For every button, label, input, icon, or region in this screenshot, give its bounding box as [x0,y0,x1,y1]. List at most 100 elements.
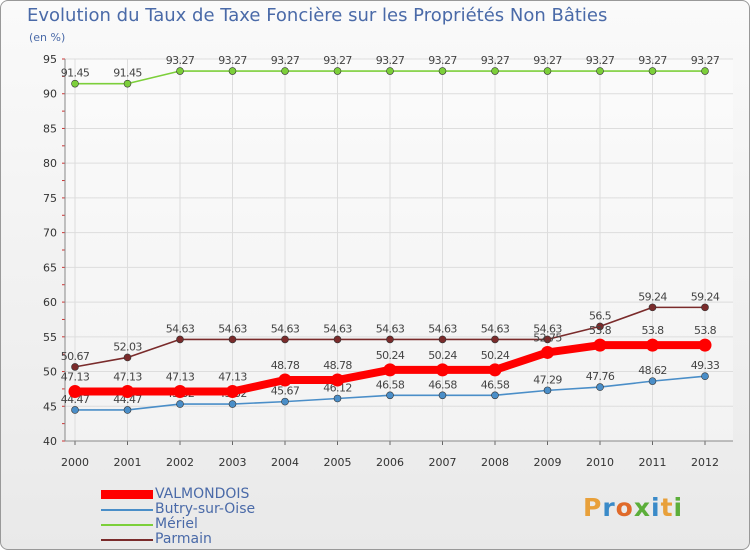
data-point-butry-sur-oise [491,391,499,400]
data-label-parmain: 52.03 [113,340,142,353]
data-label-meriel: 93.27 [376,54,405,67]
data-point-parmain [438,335,447,344]
data-point-valmondois [68,384,82,398]
data-label-parmain: 54.63 [323,322,352,335]
x-tick-label: 2001 [114,456,142,469]
x-tick-label: 2005 [324,456,352,469]
data-label-meriel: 93.27 [691,54,720,67]
proxiti-logo: Proxiti [583,493,683,522]
legend-swatch-butry [101,509,153,511]
data-point-parmain [123,353,132,362]
data-point-butry-sur-oise [701,372,709,380]
data-label-meriel: 93.27 [481,54,510,67]
logo-letter: i [651,493,661,522]
y-tick-label: 80 [43,157,57,170]
y-tick-label: 40 [43,435,57,448]
data-label-butry-sur-oise: 44.47 [113,393,142,406]
data-point-meriel [228,67,237,75]
y-tick-label: 60 [43,296,57,309]
data-point-valmondois [383,363,397,377]
y-tick-label: 85 [43,122,57,135]
data-point-meriel [596,67,604,75]
data-label-parmain: 50.67 [61,350,90,363]
y-tick-label: 45 [43,400,57,413]
data-point-butry-sur-oise [123,406,132,414]
data-label-parmain: 54.63 [166,322,195,335]
data-point-butry-sur-oise [228,400,237,408]
legend-swatch-meriel [101,524,153,526]
data-point-parmain [176,335,184,344]
data-point-valmondois [436,363,449,377]
logo-letter: i [673,493,684,522]
data-point-valmondois [593,338,607,352]
data-point-butry-sur-oise [176,400,184,408]
logo-letter: t [660,493,674,522]
data-label-meriel: 93.27 [323,54,352,67]
data-label-parmain: 56.5 [589,309,612,322]
data-point-parmain [596,322,604,331]
data-point-valmondois [331,373,344,387]
logo-letter: x [633,493,651,522]
data-point-meriel [333,67,342,75]
x-tick-label: 2010 [586,456,614,469]
data-point-meriel [543,67,552,75]
data-label-valmondois: 47.13 [113,370,142,383]
data-label-parmain: 54.63 [271,322,300,335]
x-tick-label: 2000 [61,456,89,469]
data-label-valmondois: 52.75 [533,331,562,344]
data-point-valmondois [646,338,659,352]
x-tick-label: 2004 [271,456,299,469]
y-tick-label: 65 [43,261,57,274]
logo-letter: o [615,493,634,522]
plot-area [65,59,733,441]
data-point-parmain [648,303,657,312]
x-tick-label: 2002 [166,456,194,469]
data-label-valmondois: 50.24 [428,349,457,362]
data-label-valmondois: 47.13 [61,370,90,383]
legend-item-valmondois: VALMONDOIS [101,487,311,502]
data-point-parmain [71,363,79,371]
data-label-meriel: 93.27 [533,54,562,67]
legend-item-meriel: Mériel [101,517,311,532]
data-point-butry-sur-oise [333,394,342,403]
data-label-valmondois: 48.78 [271,359,300,372]
data-label-butry-sur-oise: 44.47 [61,393,90,406]
data-label-butry-sur-oise: 47.29 [533,373,562,386]
data-label-meriel: 93.27 [586,54,615,67]
legend-swatch-valmondois [101,490,153,499]
x-tick-label: 2003 [219,456,247,469]
data-label-meriel: 93.27 [166,54,195,67]
data-point-butry-sur-oise [386,391,394,400]
data-label-valmondois: 50.24 [481,349,510,362]
legend-label-meriel: Mériel [155,516,198,532]
data-point-parmain [543,335,552,344]
data-point-parmain [281,335,289,344]
data-point-butry-sur-oise [71,406,79,414]
y-tick-label: 75 [43,192,57,205]
data-label-meriel: 93.27 [428,54,457,67]
data-label-valmondois: 53.8 [641,324,664,337]
data-label-meriel: 91.45 [113,67,142,80]
data-label-butry-sur-oise: 46.58 [481,378,510,391]
data-point-meriel [71,79,79,88]
data-label-parmain: 59.24 [638,290,667,303]
data-point-meriel [281,67,289,75]
data-point-valmondois [173,384,187,398]
x-tick-label: 2006 [376,456,404,469]
data-point-butry-sur-oise [648,377,657,385]
data-point-meriel [648,67,657,75]
y-tick-label: 95 [43,53,57,66]
data-point-parmain [333,335,342,344]
data-label-parmain: 54.63 [533,322,562,335]
data-label-parmain: 54.63 [428,322,457,335]
data-label-valmondois: 47.13 [166,370,195,383]
data-point-valmondois [541,345,554,359]
x-tick-label: 2007 [429,456,457,469]
data-point-valmondois [278,373,292,387]
data-point-valmondois [488,363,502,377]
data-label-parmain: 54.63 [481,322,510,335]
data-point-parmain [386,335,394,344]
data-point-butry-sur-oise [596,383,604,391]
data-point-valmondois [121,384,134,398]
